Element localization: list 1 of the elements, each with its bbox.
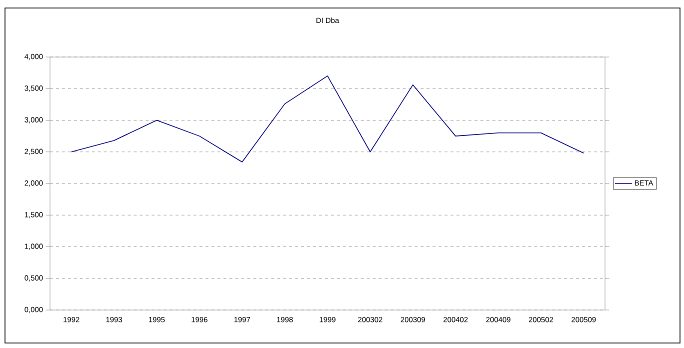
line-series — [70, 76, 584, 162]
